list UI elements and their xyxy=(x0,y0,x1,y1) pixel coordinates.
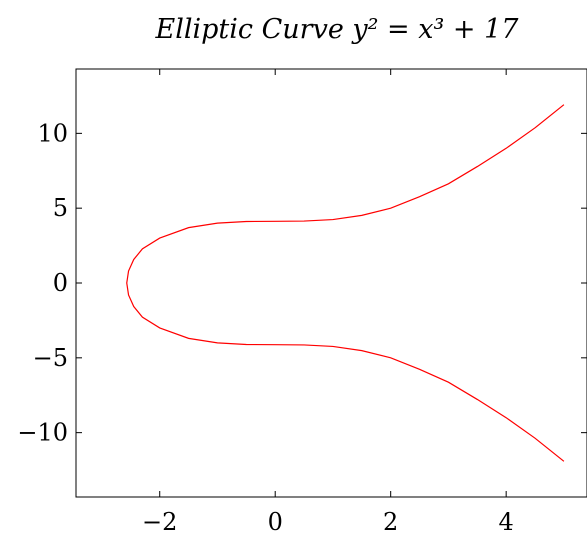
y-tick-label: −5 xyxy=(33,344,68,372)
x-tick-label: −2 xyxy=(142,508,177,533)
y-tick-label: −10 xyxy=(17,419,68,447)
series-layer xyxy=(126,104,565,462)
x-tick-label: 2 xyxy=(383,508,398,533)
curve-line xyxy=(126,104,565,462)
y-tick-label: 5 xyxy=(53,194,68,222)
y-tick-label: 10 xyxy=(37,119,68,147)
chart-title: Elliptic Curve y² = x³ + 17 xyxy=(155,14,520,45)
x-tick-label: 0 xyxy=(268,508,283,533)
plot-frame xyxy=(75,68,587,498)
y-tick-label: 0 xyxy=(53,269,68,297)
x-tick-label: 4 xyxy=(499,508,514,533)
y-axis-ticks: −10 −5 0 5 10 xyxy=(17,119,587,447)
x-axis-ticks: −2 0 2 4 xyxy=(142,69,514,533)
